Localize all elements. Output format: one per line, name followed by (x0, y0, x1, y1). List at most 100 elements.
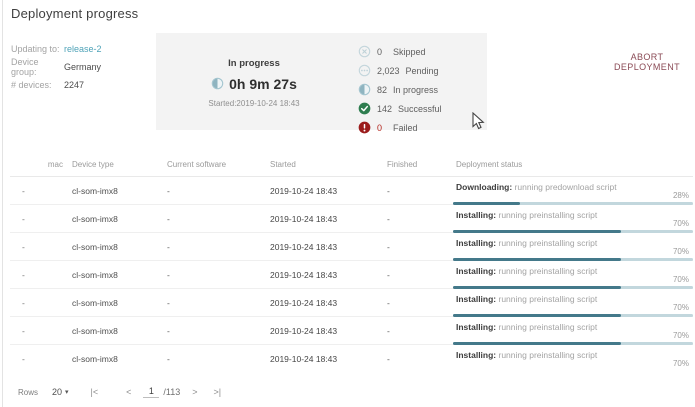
cell-finished: - (387, 354, 390, 364)
progress-summary: In progress 0h 9m 27s Started:2019-10-24… (156, 33, 352, 130)
device-group-value: Germany (64, 62, 102, 72)
cell-mac: - (22, 298, 25, 308)
device-count-label: # devices: (11, 80, 52, 90)
cell-device-type: cl-som-imx8 (72, 270, 118, 280)
status-text: Installing: running preinstalling script (456, 350, 597, 360)
cell-mac: - (22, 326, 25, 336)
progress-bar-fill (453, 230, 621, 233)
cell-device-type: cl-som-imx8 (72, 214, 118, 224)
device-count-value: 2247 (64, 80, 85, 90)
cell-started: 2019-10-24 18:43 (270, 186, 338, 196)
table-row[interactable]: - cl-som-imx8 - 2019-10-24 18:43 - Installing… (10, 345, 693, 373)
status-count-value: 2,023 (377, 65, 400, 76)
pending-icon (358, 64, 371, 77)
status-count-pending: 2,023 Pending (358, 61, 487, 80)
current-page-input[interactable]: 1 (143, 386, 160, 398)
status-count-label: Skipped (393, 46, 426, 57)
progress-percent: 28% (672, 191, 689, 200)
col-header-finished: Finished (387, 160, 418, 169)
status-detail: running preinstalling script (498, 266, 598, 276)
cell-deployment-status: Installing: running preinstalling script… (449, 345, 693, 373)
col-header-device-type: Device type (72, 160, 114, 169)
cell-mac: - (22, 354, 25, 364)
rows-per-page-label: Rows (18, 387, 39, 397)
status-phase: Downloading: (456, 182, 515, 192)
status-detail: running predownload script (514, 182, 617, 192)
status-count-label: In progress (393, 84, 439, 95)
deployment-info: Updating to: release-2 Device group: Ger… (11, 40, 102, 94)
progress-bar (453, 202, 693, 205)
table-row[interactable]: - cl-som-imx8 - 2019-10-24 18:43 - Installing… (10, 317, 693, 345)
progress-percent: 70% (672, 219, 689, 228)
device-group-label: Device group: (11, 57, 39, 77)
progress-bar (453, 314, 693, 317)
release-link[interactable]: release-2 (64, 44, 102, 54)
clock-icon (211, 77, 224, 90)
last-page-button[interactable]: >| (213, 387, 222, 397)
page-title: Deployment progress (11, 6, 139, 21)
status-phase: Installing: (456, 266, 499, 276)
cell-current-software: - (167, 242, 170, 252)
abort-deployment-button[interactable]: ABORT DEPLOYMENT (599, 52, 695, 72)
cell-finished: - (387, 214, 390, 224)
cell-deployment-status: Installing: running preinstalling script… (449, 233, 693, 261)
progress-bar (453, 342, 693, 345)
cell-deployment-status: Downloading: running predownload script 2… (449, 177, 693, 205)
cell-current-software: - (167, 186, 170, 196)
page-size-select[interactable]: 20 ▾ (52, 387, 69, 397)
progress-bar-fill (453, 342, 621, 345)
cell-mac: - (22, 270, 25, 280)
devices-table: mac Device type Current software Started Fin… (10, 150, 693, 373)
elapsed-time: 0h 9m 27s (229, 75, 297, 92)
progress-bar-fill (453, 202, 521, 205)
first-page-button[interactable]: |< (90, 387, 99, 397)
progress-bar-fill (453, 258, 621, 261)
status-count-value: 142 (377, 103, 393, 114)
progress-bar (453, 258, 693, 261)
progress-percent: 70% (672, 247, 689, 256)
cell-started: 2019-10-24 18:43 (270, 354, 338, 364)
progress-panel: In progress 0h 9m 27s Started:2019-10-24… (156, 33, 487, 134)
next-page-button[interactable]: > (192, 387, 198, 397)
skipped-icon (358, 45, 371, 58)
status-count-successful: 142 Successful (358, 99, 487, 118)
status-text: Installing: running preinstalling script (456, 266, 597, 276)
inprogress-icon (358, 83, 371, 96)
status-text: Installing: running preinstalling script (456, 210, 597, 220)
page-size-value: 20 (52, 387, 63, 397)
status-text: Installing: running preinstalling script (456, 294, 597, 304)
cell-started: 2019-10-24 18:43 (270, 214, 338, 224)
table-row[interactable]: - cl-som-imx8 - 2019-10-24 18:43 - Downloadin… (10, 177, 693, 205)
success-icon (358, 102, 371, 115)
cell-mac: - (22, 186, 25, 196)
cell-finished: - (387, 326, 390, 336)
cell-current-software: - (167, 326, 170, 336)
prev-page-button[interactable]: < (126, 387, 132, 397)
status-count-in-progress: 82 In progress (358, 80, 487, 99)
cell-device-type: cl-som-imx8 (72, 242, 118, 252)
cell-deployment-status: Installing: running preinstalling script… (449, 261, 693, 289)
cell-finished: - (387, 298, 390, 308)
status-detail: running preinstalling script (498, 210, 598, 220)
cell-current-software: - (167, 298, 170, 308)
cell-started: 2019-10-24 18:43 (270, 270, 338, 280)
pagination: Rows 20 ▾ |< < 1 /113 > >| (18, 384, 221, 400)
table-row[interactable]: - cl-som-imx8 - 2019-10-24 18:43 - Installing… (10, 205, 693, 233)
col-header-deployment-status: Deployment status (456, 160, 523, 169)
cell-deployment-status: Installing: running preinstalling script… (449, 317, 693, 345)
progress-bar (453, 230, 693, 233)
table-row[interactable]: - cl-som-imx8 - 2019-10-24 18:43 - Installing… (10, 289, 693, 317)
status-detail: running preinstalling script (498, 294, 598, 304)
table-row[interactable]: - cl-som-imx8 - 2019-10-24 18:43 - Installing… (10, 261, 693, 289)
status-count-value: 0 (377, 46, 383, 57)
col-header-current-software: Current software (167, 160, 227, 169)
status-phase: Installing: (456, 210, 499, 220)
progress-bar-fill (453, 314, 621, 317)
deployment-state: In progress (228, 57, 280, 69)
status-text: Downloading: running predownload script (456, 182, 617, 192)
cell-deployment-status: Installing: running preinstalling script… (449, 289, 693, 317)
table-row[interactable]: - cl-som-imx8 - 2019-10-24 18:43 - Installing… (10, 233, 693, 261)
progress-percent: 70% (672, 359, 689, 368)
progress-percent: 70% (672, 275, 689, 284)
status-count-skipped: 0 Skipped (358, 42, 487, 61)
